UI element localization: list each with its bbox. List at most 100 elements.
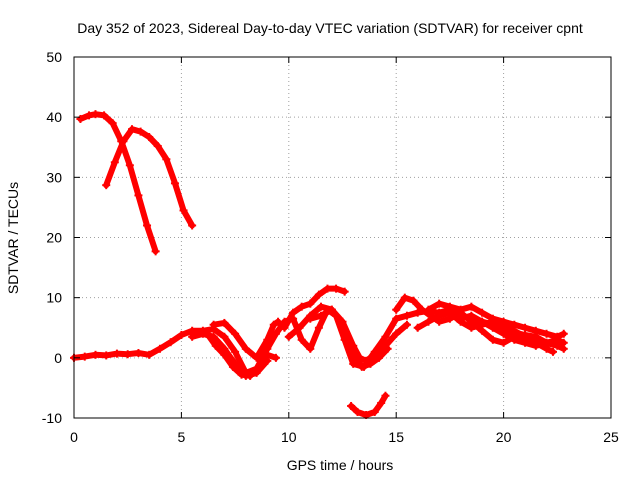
data-point: [306, 299, 315, 308]
data-point: [220, 332, 229, 341]
data-point: [413, 308, 422, 317]
data-point: [332, 284, 341, 293]
x-tick-label: 20: [496, 429, 512, 445]
data-point: [338, 320, 347, 329]
data-point: [252, 353, 261, 362]
data-point: [263, 335, 272, 344]
data-point: [435, 299, 444, 308]
data-point: [280, 323, 289, 332]
data-point: [241, 344, 250, 353]
data-point: [263, 350, 272, 359]
y-tick-label: -10: [42, 410, 62, 426]
x-tick-label: 0: [70, 429, 78, 445]
data-point: [162, 155, 171, 164]
data-point: [145, 133, 154, 142]
data-point: [559, 338, 568, 347]
y-tick-label: 30: [46, 169, 62, 185]
data-point: [499, 329, 508, 338]
series-track-k: [456, 311, 568, 350]
data-point: [295, 323, 304, 332]
data-point: [521, 323, 530, 332]
data-point: [409, 296, 418, 305]
data-point: [510, 320, 519, 329]
y-tick-label: 40: [46, 109, 62, 125]
data-point: [402, 320, 411, 329]
data-point: [119, 137, 128, 146]
data-point: [306, 311, 315, 320]
x-axis-label: GPS time / hours: [287, 457, 394, 473]
data-point: [381, 391, 390, 400]
data-point: [177, 330, 186, 339]
x-tick-label: 25: [603, 429, 619, 445]
y-axis-label: SDTVAR / TECUs: [5, 182, 21, 294]
data-point: [211, 341, 220, 350]
series-track-e: [280, 284, 349, 332]
y-tick-label: 0: [54, 350, 62, 366]
data-point: [381, 332, 390, 341]
series-track-g: [284, 302, 392, 371]
data-point: [188, 221, 197, 230]
data-point: [456, 305, 465, 314]
data-point: [297, 302, 306, 311]
data-point: [110, 158, 119, 167]
series-track-c: [203, 329, 280, 380]
data-point: [510, 335, 519, 344]
series-track-d: [209, 317, 283, 362]
data-point: [91, 110, 100, 119]
data-point: [349, 359, 358, 368]
data-point: [220, 350, 229, 359]
data-point: [488, 323, 497, 332]
data-point: [289, 308, 298, 317]
data-point: [136, 127, 145, 136]
data-point: [80, 352, 89, 361]
series-line: [210, 318, 282, 361]
data-point: [246, 371, 255, 380]
data-point: [392, 329, 401, 338]
data-point: [297, 335, 306, 344]
data-point: [170, 179, 179, 188]
data-point: [145, 350, 154, 359]
data-point: [353, 407, 362, 416]
data-point: [155, 344, 164, 353]
data-point: [445, 302, 454, 311]
data-point: [317, 302, 326, 311]
series-arc-high-a: [76, 110, 160, 256]
data-point: [375, 353, 384, 362]
data-point: [85, 111, 94, 120]
data-point: [237, 370, 246, 379]
data-point: [166, 338, 175, 347]
data-point: [134, 349, 143, 358]
data-point: [188, 332, 197, 341]
grid-layer: [74, 57, 611, 418]
x-tick-label: 15: [388, 429, 404, 445]
series-arc-high-b: [102, 125, 197, 230]
y-tick-label: 10: [46, 290, 62, 306]
data-point: [542, 329, 551, 338]
data-point: [559, 329, 568, 338]
data-point: [314, 323, 323, 332]
data-point: [123, 350, 132, 359]
chart-title: Day 352 of 2023, Sidereal Day-to-day VTE…: [77, 20, 583, 36]
data-point: [143, 221, 152, 230]
data-point: [467, 323, 476, 332]
x-tick-label: 10: [281, 429, 297, 445]
data-point: [521, 338, 530, 347]
data-point: [108, 119, 117, 128]
data-point: [499, 338, 508, 347]
data-point: [549, 347, 558, 356]
data-point: [400, 293, 409, 302]
data-point: [347, 401, 356, 410]
data-point: [377, 398, 386, 407]
data-point: [478, 317, 487, 326]
data-point: [478, 308, 487, 317]
data-point: [340, 287, 349, 296]
data-point: [349, 347, 358, 356]
data-point: [317, 311, 326, 320]
data-point: [392, 305, 401, 314]
data-point: [231, 329, 240, 338]
y-tick-label: 20: [46, 230, 62, 246]
data-point: [357, 362, 366, 371]
data-point: [203, 329, 212, 338]
